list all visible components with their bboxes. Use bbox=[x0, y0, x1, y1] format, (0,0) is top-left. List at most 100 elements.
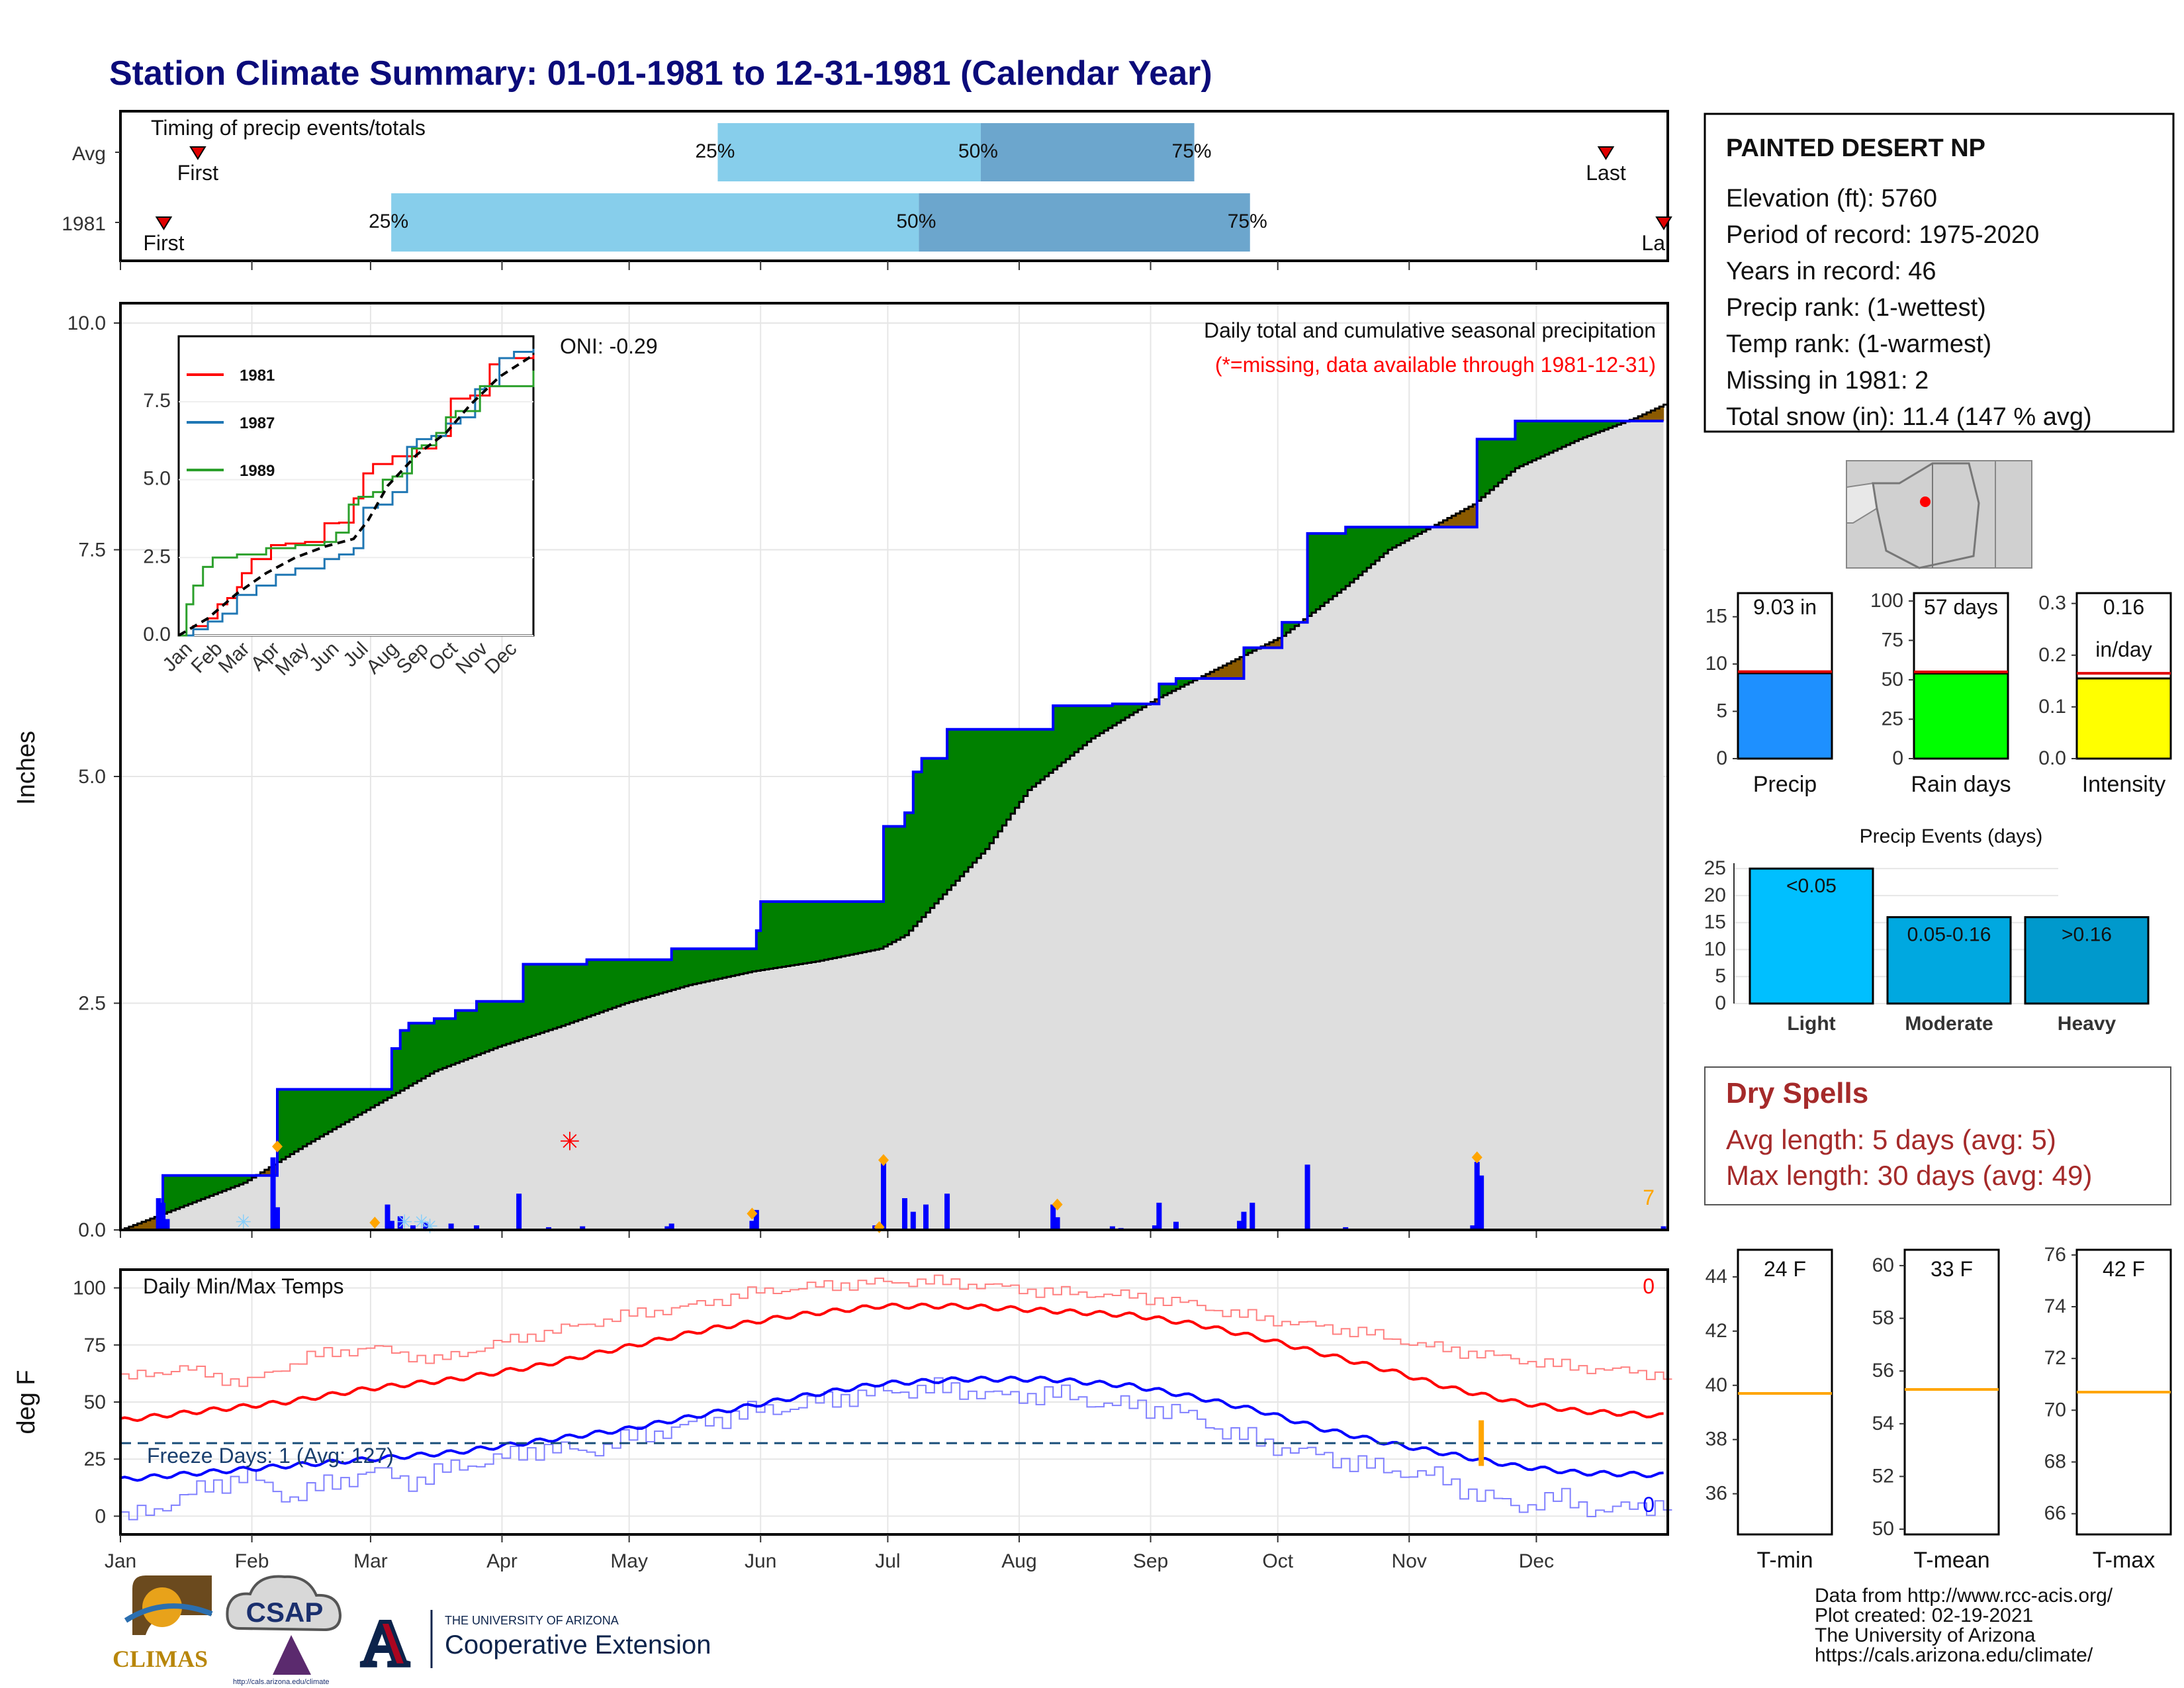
event-diamond-marker bbox=[747, 1207, 758, 1220]
summary-value-label: 0.16 bbox=[2103, 595, 2144, 619]
above-avg-strip bbox=[1057, 706, 1062, 767]
above-avg-strip bbox=[1167, 684, 1173, 693]
above-avg-strip bbox=[883, 826, 888, 947]
above-avg-strip bbox=[964, 729, 969, 872]
daily-precip-bar bbox=[668, 1223, 674, 1230]
above-avg-strip bbox=[391, 1049, 396, 1096]
above-avg-strip bbox=[1524, 420, 1529, 465]
events-y-tick-label: 5 bbox=[1715, 965, 1726, 987]
timing-bar-25-50 bbox=[391, 193, 919, 252]
climas-logo: CLIMAS bbox=[113, 1575, 213, 1672]
above-avg-strip bbox=[226, 1175, 232, 1190]
above-avg-strip bbox=[357, 1089, 363, 1115]
above-avg-strip bbox=[1159, 684, 1164, 698]
station-line: Years in record: 46 bbox=[1726, 258, 1936, 285]
last-event-marker-icon bbox=[1655, 216, 1672, 230]
above-avg-strip bbox=[599, 959, 604, 1013]
month-label: Jan bbox=[105, 1550, 136, 1572]
temp-x-label: T-mean bbox=[1913, 1548, 1989, 1573]
precip-chart-subtitle: (*=missing, data available through 1981-… bbox=[1215, 353, 1656, 377]
above-avg-strip bbox=[209, 1175, 214, 1196]
above-avg-strip bbox=[887, 826, 893, 945]
below-avg-strip bbox=[1235, 659, 1240, 679]
month-label: Jun bbox=[745, 1550, 776, 1572]
above-avg-strip bbox=[375, 1089, 380, 1105]
above-avg-strip bbox=[484, 1001, 490, 1052]
inset-frame bbox=[177, 335, 535, 637]
below-avg-strip bbox=[1273, 640, 1279, 648]
above-avg-strip bbox=[1545, 420, 1550, 455]
above-avg-strip bbox=[523, 964, 528, 1039]
daily-precip-bar bbox=[753, 1209, 759, 1230]
above-avg-strip bbox=[701, 949, 706, 982]
below-avg-strip bbox=[1277, 637, 1283, 648]
logos: CLIMAS CSAP http://cals.arizona.edu/clim… bbox=[113, 1575, 711, 1686]
daily-precip-bar bbox=[1250, 1202, 1255, 1230]
above-avg-strip bbox=[320, 1089, 325, 1137]
summary-y-tick-label: 0.1 bbox=[2038, 696, 2066, 718]
temp-y-tick-label: 74 bbox=[2044, 1295, 2066, 1317]
above-avg-strip bbox=[854, 902, 859, 954]
timing-p75-label: 75% bbox=[1172, 140, 1212, 162]
above-avg-strip bbox=[947, 729, 952, 890]
ua-extension-label: Cooperative Extension bbox=[445, 1630, 711, 1660]
above-avg-strip bbox=[972, 729, 978, 863]
above-avg-strip bbox=[498, 1001, 503, 1047]
above-avg-strip bbox=[891, 826, 897, 943]
above-avg-strip bbox=[951, 729, 956, 886]
dry-spells-avg: Avg length: 5 days (avg: 5) bbox=[1726, 1124, 2056, 1155]
above-avg-strip bbox=[1582, 420, 1588, 438]
below-avg-strip bbox=[1154, 699, 1160, 704]
above-avg-strip bbox=[1341, 533, 1346, 590]
freeze-days-label: Freeze Days: 1 (Avg: 127) bbox=[147, 1444, 394, 1468]
precip-events-chart: 0 5 10 15 20 25 <0.05 Light 0.05-0.16 Moderate >0.… bbox=[1704, 857, 2150, 1035]
timing-row-1981-label: 1981 bbox=[62, 213, 106, 235]
above-avg-strip bbox=[553, 964, 558, 1029]
missing-data-icon: ✳ bbox=[559, 1129, 580, 1156]
above-avg-strip bbox=[366, 1089, 371, 1110]
daily-min-temp-line bbox=[120, 1377, 1672, 1521]
above-avg-strip bbox=[426, 1023, 431, 1076]
temp-y-tick-label: 58 bbox=[1872, 1307, 1894, 1329]
above-avg-strip bbox=[1392, 527, 1397, 548]
above-avg-strip bbox=[239, 1175, 244, 1185]
month-label: Apr bbox=[486, 1550, 518, 1572]
above-avg-strip bbox=[1320, 533, 1325, 606]
above-avg-strip bbox=[676, 949, 681, 989]
summary-unit-label: in/day bbox=[2095, 637, 2152, 661]
above-avg-strip bbox=[477, 1001, 482, 1055]
above-avg-strip bbox=[294, 1089, 299, 1152]
above-avg-strip bbox=[163, 1175, 168, 1214]
above-avg-strip bbox=[1248, 647, 1253, 653]
daily-precip-bar bbox=[1237, 1221, 1243, 1230]
above-avg-strip bbox=[1175, 679, 1181, 689]
above-avg-strip bbox=[1485, 439, 1490, 494]
above-avg-strip bbox=[1163, 684, 1168, 696]
above-avg-strip bbox=[234, 1175, 240, 1186]
above-avg-strip bbox=[171, 1175, 176, 1211]
above-avg-strip bbox=[837, 902, 842, 958]
above-avg-strip bbox=[489, 1001, 494, 1051]
summary-x-label: Precip bbox=[1753, 772, 1817, 797]
cloud-icon bbox=[226, 1575, 342, 1632]
above-avg-strip bbox=[858, 902, 863, 953]
above-avg-strip bbox=[1404, 527, 1410, 541]
above-avg-strip bbox=[807, 902, 812, 963]
above-avg-strip bbox=[455, 1010, 461, 1063]
above-avg-strip bbox=[1066, 706, 1071, 759]
above-avg-strip bbox=[993, 729, 999, 837]
below-avg-strip bbox=[1205, 674, 1210, 679]
above-avg-strip bbox=[726, 949, 731, 977]
above-avg-strip bbox=[1129, 704, 1134, 716]
above-avg-strip bbox=[586, 959, 592, 1017]
daily-precip-bar bbox=[410, 1225, 416, 1230]
above-avg-strip bbox=[659, 959, 664, 994]
above-avg-strip bbox=[578, 964, 583, 1020]
above-avg-strip bbox=[786, 902, 791, 966]
summary-bar-intensity bbox=[2075, 677, 2172, 760]
map-arizona-shape bbox=[1872, 462, 1980, 569]
above-avg-strip bbox=[502, 1001, 507, 1046]
above-avg-strip bbox=[764, 902, 770, 970]
daily-precip-bar bbox=[902, 1198, 908, 1230]
above-avg-strip bbox=[1062, 706, 1067, 763]
